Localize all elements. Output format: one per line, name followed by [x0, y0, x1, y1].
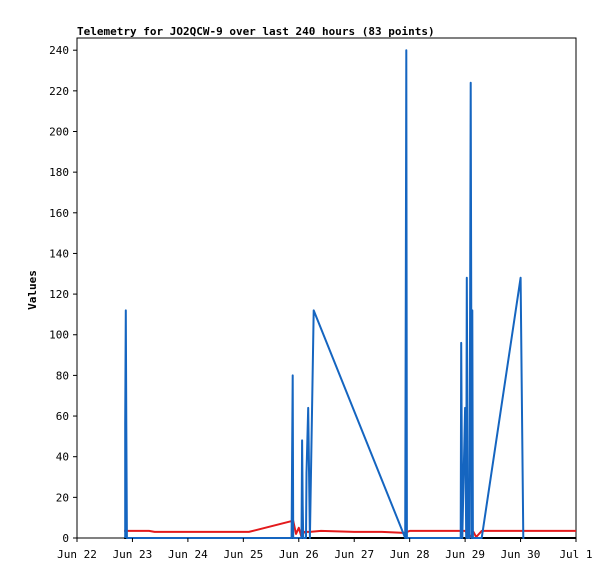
x-tick-label: Jun 22 — [57, 548, 97, 561]
x-tick-label: Jun 23 — [113, 548, 153, 561]
y-axis: 0 20 40 60 80 100 120 140 160 180 200 220 240 — [49, 44, 77, 545]
x-tick-label: Jun 27 — [334, 548, 374, 561]
x-tick-label: Jun 30 — [501, 548, 541, 561]
x-tick-label: Jun 29 — [445, 548, 485, 561]
x-tick-label: Jun 25 — [223, 548, 263, 561]
x-tick-label: Jul 1 — [559, 548, 592, 561]
y-tick-label: 120 — [49, 288, 69, 301]
y-tick-label: 60 — [56, 410, 69, 423]
y-tick-label: 40 — [56, 451, 69, 464]
x-tick-label: Jun 28 — [390, 548, 430, 561]
y-tick-label: 140 — [49, 247, 69, 260]
y-tick-label: 80 — [56, 369, 69, 382]
x-axis: Jun 22 Jun 23 Jun 24 Jun 25 Jun 26 Jun 27 Jun … — [57, 538, 593, 561]
y-tick-label: 200 — [49, 125, 69, 138]
y-axis-label: Values — [26, 270, 39, 310]
plot-frame — [76, 37, 577, 539]
y-tick-label: 180 — [49, 166, 69, 179]
y-tick-label: 160 — [49, 207, 69, 220]
series-layer — [124, 49, 576, 539]
series-line-2 — [124, 519, 576, 538]
x-tick-label: Jun 24 — [168, 548, 208, 561]
y-tick-label: 100 — [49, 329, 69, 342]
chart-title: Telemetry for JO2QCW-9 over last 240 hou… — [77, 25, 435, 38]
y-tick-label: 240 — [49, 44, 69, 57]
x-tick-label: Jun 26 — [279, 548, 319, 561]
y-tick-label: 220 — [49, 85, 69, 98]
series-line-3 — [124, 49, 525, 539]
y-tick-label: 20 — [56, 491, 69, 504]
y-tick-label: 0 — [62, 532, 69, 545]
